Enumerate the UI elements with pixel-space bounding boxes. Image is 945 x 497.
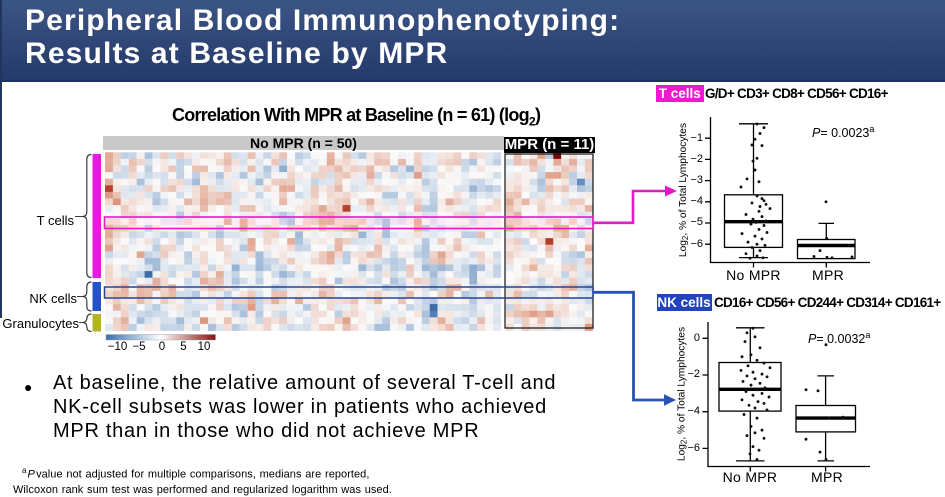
- svg-text:Log2, % of Total Lymphocytes: Log2, % of Total Lymphocytes: [678, 123, 690, 257]
- svg-text:Log2, % of Total Lymphocytes: Log2, % of Total Lymphocytes: [677, 327, 689, 461]
